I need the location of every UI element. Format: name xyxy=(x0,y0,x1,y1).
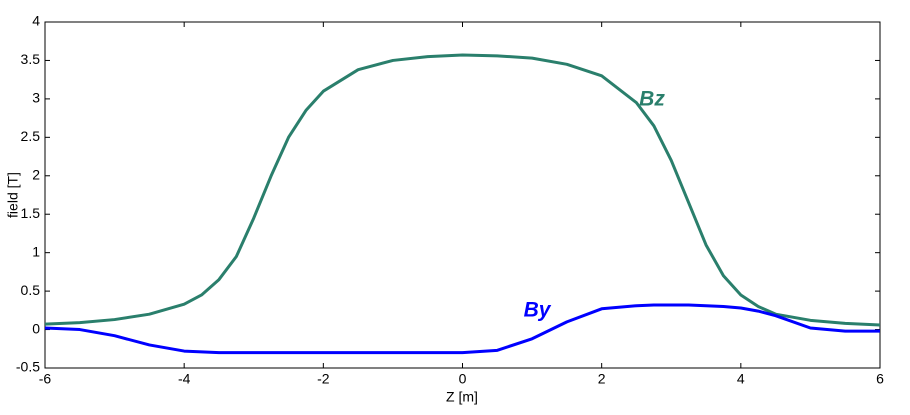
y-tick-label: 1.5 xyxy=(21,205,41,221)
y-tick-label: -0.5 xyxy=(16,359,40,375)
x-tick-label: 0 xyxy=(459,371,467,387)
y-tick-label: 3.5 xyxy=(21,51,41,67)
x-tick-label: 6 xyxy=(876,371,884,387)
y-tick-label: 0 xyxy=(32,320,40,336)
x-tick-label: -6 xyxy=(39,371,52,387)
y-tick-label: 0.5 xyxy=(21,282,41,298)
plot-frame xyxy=(44,21,881,369)
x-tick-label: 4 xyxy=(737,371,745,387)
series-label: By xyxy=(524,299,552,322)
y-tick-label: 2.5 xyxy=(21,128,41,144)
x-axis-label: Z [m] xyxy=(446,389,478,405)
y-tick-label: 1 xyxy=(32,243,40,259)
x-tick-label: -4 xyxy=(178,371,191,387)
y-tick-label: 2 xyxy=(32,166,40,182)
series-label: Bz xyxy=(639,88,665,111)
y-tick-label: 4 xyxy=(32,13,40,29)
y-axis-label: field [T] xyxy=(5,172,21,218)
x-tick-label: -2 xyxy=(317,371,330,387)
series-line xyxy=(44,53,881,327)
y-tick-label: 3 xyxy=(32,90,40,106)
x-tick-label: 2 xyxy=(598,371,606,387)
series-line xyxy=(44,303,880,355)
